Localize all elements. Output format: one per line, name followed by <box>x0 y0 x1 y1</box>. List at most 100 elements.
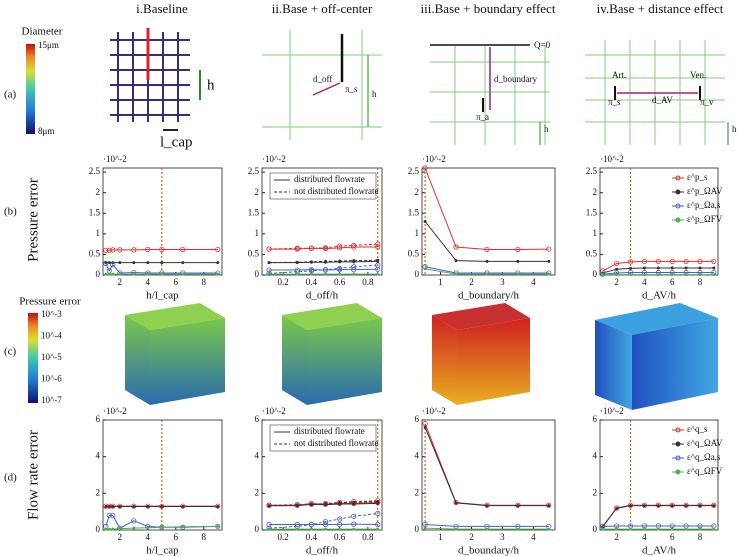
marker <box>547 504 551 508</box>
colorbar-label: 10^-3 <box>41 309 62 319</box>
marker <box>160 525 164 529</box>
marker <box>683 258 689 265</box>
schematic-label: l_cap <box>160 134 192 150</box>
legend-label: ε^q_s <box>687 424 708 434</box>
legend-label: not distributed flowrate <box>294 438 378 448</box>
marker <box>294 267 300 273</box>
marker <box>516 259 520 263</box>
schematic <box>262 30 382 140</box>
legend-label: ε^p_s <box>687 172 708 182</box>
marker <box>146 505 150 509</box>
schematic-label: Ven. <box>690 70 706 80</box>
schematic <box>430 44 550 145</box>
x-tick-label: 2 <box>469 277 474 287</box>
x-tick-label: 0.2 <box>278 277 289 287</box>
marker <box>375 262 381 268</box>
y-tick-label: 2.5 <box>586 166 598 176</box>
marker <box>180 246 186 253</box>
row-label: (d) <box>4 472 17 484</box>
marker <box>111 527 115 531</box>
marker <box>216 261 220 265</box>
marker <box>110 512 116 518</box>
series-line <box>602 504 714 527</box>
series-line <box>269 513 378 529</box>
y-tick-label: 1 <box>415 228 420 238</box>
marker <box>160 505 164 509</box>
x-axis-title: d_off/h <box>306 290 339 302</box>
x-axis-title: d_boundary/h <box>458 545 520 556</box>
x-tick-label: 8 <box>698 277 703 287</box>
marker <box>655 258 661 265</box>
marker <box>110 262 116 268</box>
marker <box>215 246 221 253</box>
marker <box>309 527 313 531</box>
marker <box>515 246 521 253</box>
y-tick-label: 1 <box>96 228 101 238</box>
marker <box>216 524 220 528</box>
legend-marker <box>675 427 681 433</box>
marker <box>181 261 185 265</box>
marker <box>627 259 634 265</box>
x-tick-label: 6 <box>174 277 179 287</box>
legend-marker <box>675 217 681 223</box>
y-tick-label: 2.5 <box>248 166 260 176</box>
colorbar-label: 15μm <box>38 40 59 50</box>
marker <box>266 521 272 528</box>
schematic-label: h <box>732 124 737 134</box>
x-tick-label: 0.8 <box>362 277 374 287</box>
column-title: iv.Base + distance effect <box>597 1 724 16</box>
marker <box>110 247 116 253</box>
marker <box>111 505 115 509</box>
axis-exponent: ·10^-2 <box>422 406 446 416</box>
y-tick-label: 4 <box>255 451 260 461</box>
y-tick-label: 4 <box>96 451 101 461</box>
marker <box>712 527 716 531</box>
legend-marker <box>675 175 681 181</box>
marker <box>308 245 315 251</box>
marker <box>454 501 458 505</box>
y-tick-label: 2.5 <box>89 166 101 176</box>
marker <box>351 267 357 273</box>
marker <box>117 247 123 253</box>
marker <box>351 264 357 270</box>
column-title: i.Baseline <box>136 1 188 16</box>
marker <box>547 272 551 276</box>
x-tick-label: 0.2 <box>278 532 289 542</box>
marker <box>547 259 551 263</box>
legend-label: not distributed flowrate <box>294 186 378 196</box>
x-tick-label: 6 <box>174 532 179 542</box>
legend-marker <box>675 189 681 195</box>
x-tick-label: 3 <box>500 277 505 287</box>
y-tick-label: 0.5 <box>408 248 420 258</box>
y-tick-label: 0.5 <box>586 248 598 258</box>
schematic-label: π_v <box>700 97 714 107</box>
axis-exponent: ·10^-2 <box>103 406 127 416</box>
marker <box>107 527 111 531</box>
x-tick-label: 4 <box>146 532 151 542</box>
marker <box>309 503 313 507</box>
marker <box>132 505 136 509</box>
marker <box>337 516 343 522</box>
column-title: iii.Base + boundary effect <box>421 1 556 16</box>
x-tick-label: 1 <box>438 532 443 542</box>
marker <box>670 266 674 270</box>
marker <box>642 273 646 277</box>
series-line <box>105 248 218 251</box>
schematic-label: d_off <box>313 74 332 84</box>
marker <box>656 266 660 270</box>
series-line <box>424 167 549 250</box>
marker <box>146 526 150 530</box>
marker <box>295 272 299 276</box>
marker <box>684 527 688 531</box>
colorbar-label: 10^-6 <box>41 374 62 384</box>
series-line <box>424 427 549 507</box>
y-tick-label: 2 <box>415 487 420 497</box>
marker <box>376 500 380 504</box>
legend-label: distributed flowrate <box>294 426 365 436</box>
marker <box>656 504 660 508</box>
y-tick-label: 2 <box>593 187 598 197</box>
x-tick-label: 0.4 <box>306 277 318 287</box>
marker <box>295 527 299 531</box>
marker <box>267 527 271 531</box>
legend-label: ε^p_ΩAV <box>687 186 723 196</box>
